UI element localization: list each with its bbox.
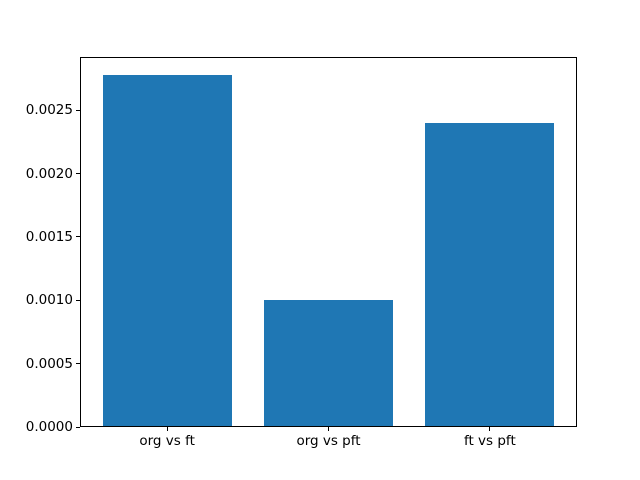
y-tick-mark [76,426,80,428]
x-tick-mark [166,427,168,431]
y-tick-label: 0.0015 [25,228,73,245]
y-tick-label: 0.0025 [25,102,73,119]
y-tick-label: 0.0020 [25,165,73,182]
y-tick-mark [76,173,80,175]
bar-org-vs-ft [102,74,232,426]
x-tick-label: org vs pft [296,433,361,449]
x-tick-mark [489,427,491,431]
x-tick-label: ft vs pft [463,433,516,449]
bar-ft-vs-pft [425,122,555,426]
y-tick-mark [76,363,80,365]
y-tick-label: 0.0005 [25,355,73,372]
y-tick-mark [76,299,80,301]
x-tick-mark [328,427,329,431]
y-tick-label: 0.0000 [25,419,73,435]
bar-org-vs-pft [263,300,394,426]
y-tick-mark [76,109,80,111]
x-tick-label: org vs ft [139,433,195,449]
y-tick-label: 0.0010 [25,292,73,309]
y-tick-mark [76,236,80,238]
